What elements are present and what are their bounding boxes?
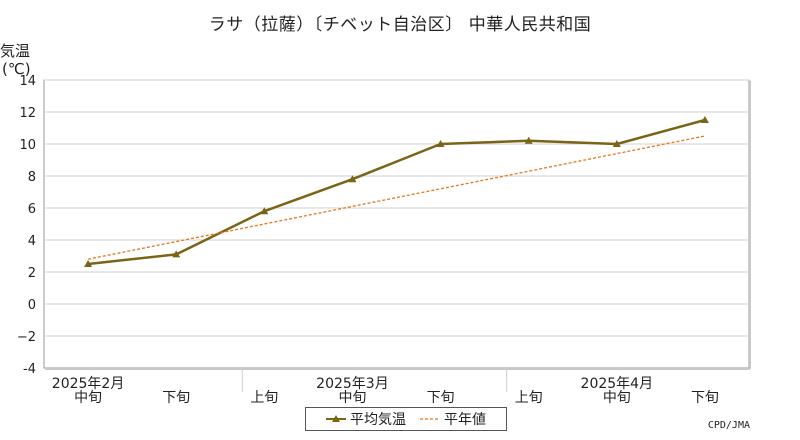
x-tick-label: 下旬 bbox=[691, 390, 719, 406]
legend-item-normal: 平年値 bbox=[420, 409, 486, 429]
y-tick-label: 10 bbox=[19, 138, 36, 153]
x-tick-label: 中旬 bbox=[338, 390, 366, 406]
data-point-avg bbox=[348, 175, 357, 183]
legend-swatch-avg bbox=[326, 415, 346, 422]
plot-area bbox=[43, 79, 751, 370]
y-tick-label: 8 bbox=[28, 170, 36, 185]
y-tick-label: 14 bbox=[19, 74, 36, 89]
x-tick-label: 上旬 bbox=[515, 390, 543, 406]
credit-text: CPD/JMA bbox=[707, 420, 750, 431]
legend-swatch-normal bbox=[420, 418, 440, 420]
x-month-label: 2025年2月 bbox=[52, 376, 125, 392]
x-tick-label: 下旬 bbox=[427, 390, 455, 406]
x-tick-label: 下旬 bbox=[162, 390, 190, 406]
data-point-avg bbox=[84, 260, 93, 267]
x-tick-labels: 中旬 下旬 上旬 中旬 下旬 上旬 中旬 下旬 2025年2月 2025年3月 2025年4月 bbox=[52, 368, 719, 406]
y-tick-label: 4 bbox=[28, 234, 36, 249]
legend-item-avg: 平均気温 bbox=[326, 409, 406, 429]
y-tick-label: -4 bbox=[23, 362, 36, 377]
y-tick-label: 2 bbox=[28, 266, 36, 281]
legend-label-normal: 平年値 bbox=[444, 412, 486, 428]
y-tick-label: 0 bbox=[28, 298, 36, 313]
x-month-label: 2025年3月 bbox=[316, 376, 389, 392]
y-tick-labels: -4 −2 0 2 4 6 8 10 12 14 bbox=[17, 74, 36, 377]
data-point-avg bbox=[700, 116, 709, 123]
x-tick-label: 中旬 bbox=[74, 390, 102, 406]
y-tick-label: 6 bbox=[28, 202, 36, 217]
chart-title: ラサ（拉薩）〔チベット自治区〕 中華人民共和国 bbox=[208, 15, 592, 35]
data-point-avg bbox=[260, 207, 269, 215]
x-tick-label: 中旬 bbox=[603, 390, 631, 406]
data-point-avg bbox=[612, 140, 621, 147]
legend-label-avg: 平均気温 bbox=[350, 412, 406, 428]
series-layer bbox=[84, 116, 709, 267]
data-point-avg bbox=[524, 136, 533, 144]
data-point-avg bbox=[436, 140, 445, 147]
legend: 平均気温 平年値 bbox=[305, 407, 507, 431]
y-axis-title: 気温 bbox=[0, 42, 31, 60]
y-tick-label: −2 bbox=[17, 330, 36, 345]
x-tick-label: 上旬 bbox=[250, 390, 278, 406]
data-point-avg bbox=[172, 250, 181, 258]
y-tick-label: 12 bbox=[19, 106, 36, 121]
y-axis-label: 気温 (℃) bbox=[0, 42, 31, 78]
series-line-avg bbox=[87, 118, 706, 266]
x-month-label: 2025年4月 bbox=[581, 376, 654, 392]
plot-frame bbox=[43, 79, 750, 369]
y-axis-unit: (℃) bbox=[2, 60, 31, 78]
grid-lines bbox=[44, 79, 749, 337]
